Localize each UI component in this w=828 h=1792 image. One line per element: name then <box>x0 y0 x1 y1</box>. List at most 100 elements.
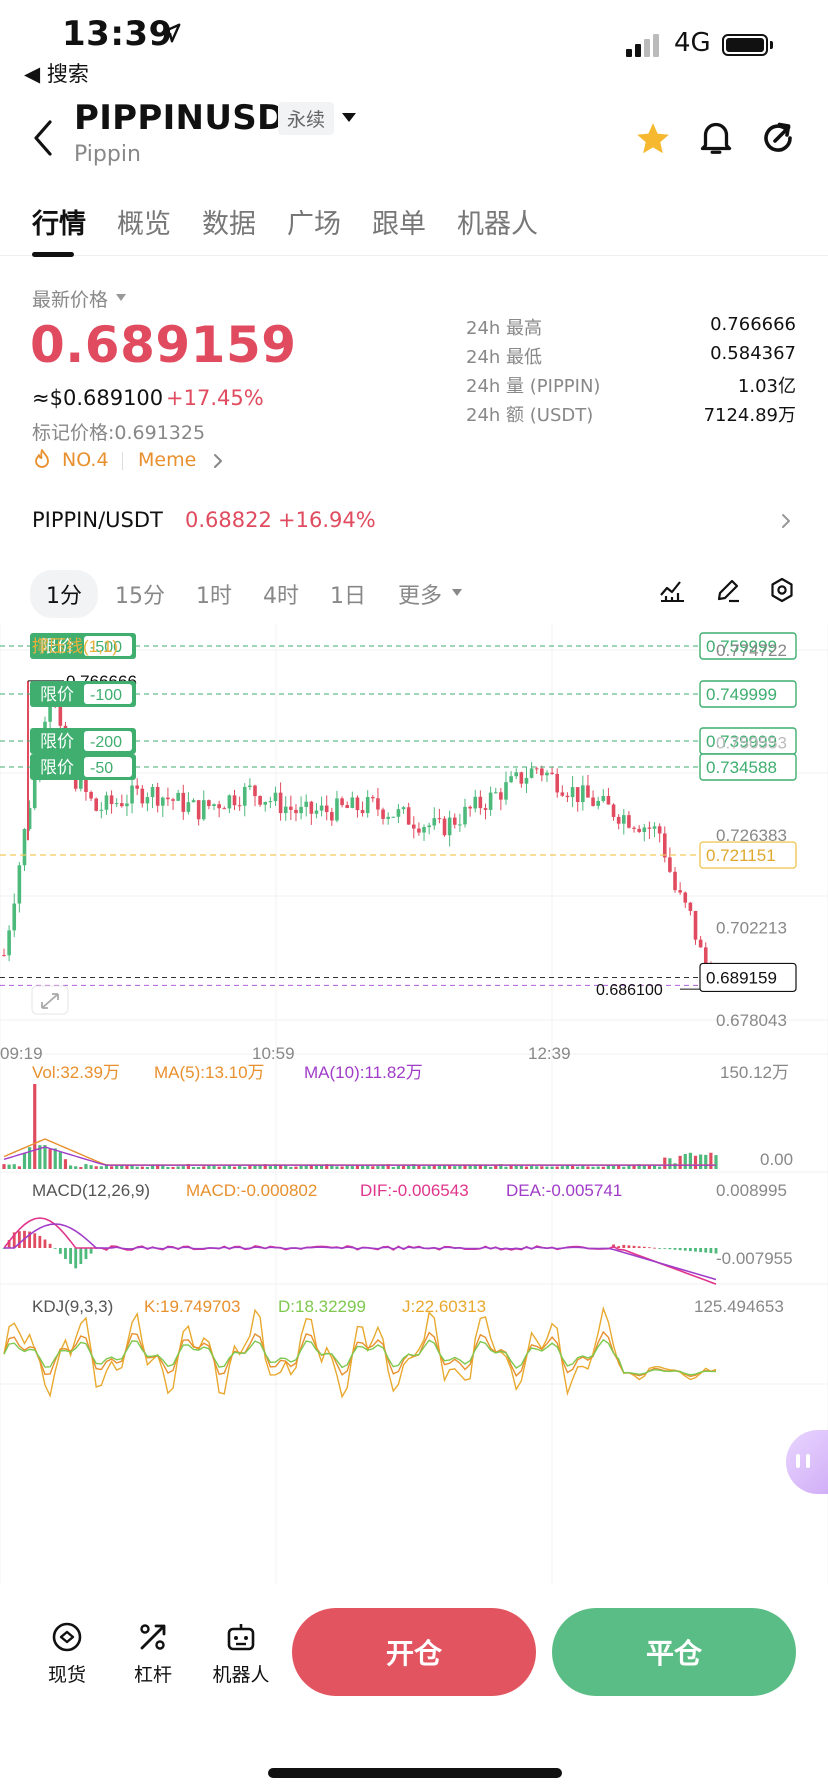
candle-body <box>120 803 124 807</box>
candle-body <box>673 871 677 891</box>
interval-more[interactable]: 更多 <box>398 584 443 609</box>
candle-body <box>411 824 416 829</box>
limit-order-offset: -100 <box>90 687 122 704</box>
more-caret-icon[interactable] <box>452 589 462 596</box>
chart-settings-icon[interactable] <box>768 576 796 604</box>
interval-1m[interactable]: 1分 <box>30 570 98 618</box>
limit-order-word: 限价 <box>40 637 74 656</box>
share-icon[interactable] <box>760 120 796 156</box>
tab-market[interactable]: 行情 <box>32 209 86 240</box>
candle-body <box>381 809 385 819</box>
leverage-label[interactable]: 杠杆 <box>133 1664 172 1686</box>
stat-value: 1.03亿 <box>737 376 796 397</box>
candle-body <box>662 833 667 858</box>
macd-hist-bar <box>79 1248 83 1265</box>
vol-ma10-label: MA(10):11.82万 <box>304 1063 423 1082</box>
leverage-icon[interactable] <box>136 1620 170 1654</box>
candle-body <box>668 857 672 872</box>
candle-body <box>340 798 344 806</box>
latest-price-label[interactable]: 最新价格 <box>32 289 109 311</box>
limit-order-price-box <box>699 632 797 660</box>
candle-body <box>125 803 129 807</box>
open-position-button[interactable]: 开仓 <box>292 1608 536 1696</box>
candle-body <box>406 807 411 825</box>
tab-overview[interactable]: 概览 <box>117 209 171 240</box>
volume-bar <box>693 1155 698 1169</box>
candle-body <box>529 768 534 778</box>
volume-bar <box>273 1164 278 1169</box>
y-tick: 0.702213 <box>716 918 787 937</box>
volume-bar <box>145 1166 150 1169</box>
candle-body <box>345 805 349 808</box>
candle-body <box>688 902 693 911</box>
candle-body <box>596 800 600 806</box>
limit-order-offset-box <box>84 636 132 656</box>
candle-body <box>442 818 447 836</box>
volume-bar <box>529 1165 534 1169</box>
draw-pencil-icon[interactable] <box>714 576 742 604</box>
interval-1d[interactable]: 1日 <box>330 584 366 609</box>
usd-price: ≈$0.689100 <box>32 386 164 410</box>
candle-body <box>145 797 150 804</box>
volume-bar <box>43 1145 47 1169</box>
interval-4h[interactable]: 4时 <box>263 584 299 609</box>
category-tag[interactable]: Meme <box>138 449 197 471</box>
back-chevron-icon[interactable] <box>30 118 54 158</box>
alert-bell-icon[interactable] <box>698 118 734 158</box>
candle-body <box>181 792 186 812</box>
volume-bar <box>212 1165 216 1169</box>
volume-bar <box>140 1166 144 1169</box>
symbol-title[interactable]: PIPPINUSDT <box>74 98 310 138</box>
macd-hist-bar <box>683 1248 687 1251</box>
volume-bar <box>350 1166 354 1169</box>
macd-dea-line <box>4 1223 717 1281</box>
vol-min-label: 0.00 <box>760 1150 793 1169</box>
rank-badge[interactable]: NO.4 <box>62 449 109 471</box>
bot-label[interactable]: 机器人 <box>212 1664 270 1686</box>
spot-label[interactable]: 现货 <box>47 1664 86 1686</box>
chevron-right-icon[interactable] <box>212 452 224 470</box>
back-to-search-link[interactable]: ◀ 搜索 <box>24 62 89 86</box>
candle-body <box>304 801 309 807</box>
favorite-star-icon[interactable] <box>634 120 672 158</box>
macd-hist-bar <box>43 1239 47 1248</box>
candle-body <box>417 828 421 833</box>
tab-data[interactable]: 数据 <box>202 209 256 240</box>
interval-1h[interactable]: 1时 <box>196 584 232 609</box>
spot-pair-name[interactable]: PIPPIN/USDT <box>32 508 163 532</box>
volume-bar <box>504 1166 508 1169</box>
candle-body <box>360 810 365 814</box>
macd-hist-bar <box>678 1248 682 1251</box>
macd-hist-bar <box>637 1246 641 1248</box>
tab-bot[interactable]: 机器人 <box>457 209 538 240</box>
candle-body <box>324 805 329 813</box>
macd-dif-line <box>3 1217 717 1285</box>
tab-square[interactable]: 广场 <box>287 209 341 240</box>
volume-bar <box>191 1166 196 1169</box>
spot-icon[interactable] <box>50 1620 84 1654</box>
close-position-button[interactable]: 平仓 <box>552 1608 796 1696</box>
candle-body <box>611 804 616 817</box>
kline-chart[interactable]: 0.7666660.686100限价-5000.759999限价-1000.74… <box>0 624 828 1584</box>
volume-bar <box>28 1147 32 1169</box>
candle-body <box>27 808 32 830</box>
spot-pair-change: +16.94% <box>278 508 376 532</box>
tab-copy-trade[interactable]: 跟单 <box>372 209 426 240</box>
indicator-chart-icon[interactable] <box>658 576 686 604</box>
candle-body <box>504 782 508 800</box>
volume-bar <box>309 1164 313 1169</box>
interval-15m[interactable]: 15分 <box>115 584 165 609</box>
battery-icon <box>722 34 768 56</box>
candle-body <box>683 892 688 903</box>
chevron-right-icon[interactable] <box>780 512 792 530</box>
volume-bar <box>560 1166 564 1169</box>
robot-icon[interactable] <box>224 1620 258 1654</box>
volume-bar <box>340 1166 344 1169</box>
home-indicator[interactable] <box>268 1768 562 1778</box>
symbol-dropdown-icon[interactable] <box>342 113 356 122</box>
price-type-caret-icon[interactable] <box>116 294 126 301</box>
volume-bar <box>176 1166 180 1169</box>
volume-bar <box>109 1166 114 1169</box>
x-tick: 10:59 <box>252 1044 295 1063</box>
candle-body <box>642 827 647 832</box>
